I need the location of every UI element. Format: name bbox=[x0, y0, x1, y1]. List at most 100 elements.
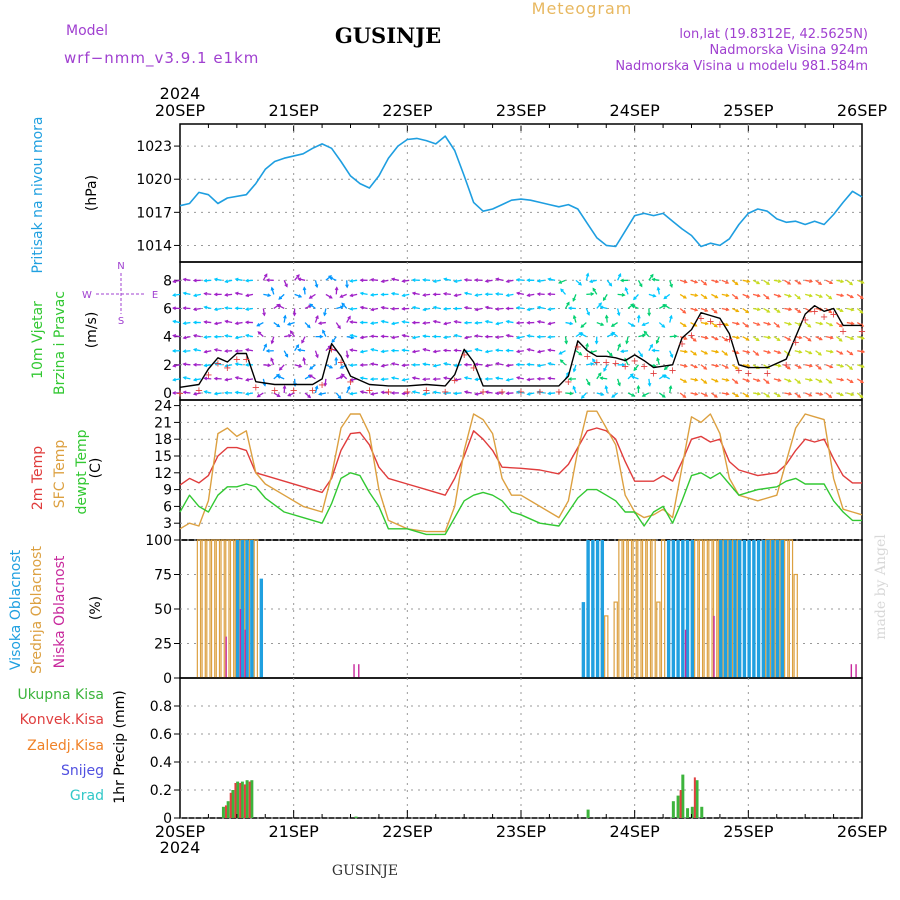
wind-arrow-head bbox=[307, 394, 312, 399]
wind-arrow-head bbox=[453, 293, 458, 298]
wind-arrow-head bbox=[725, 293, 730, 298]
cloud-mid-bar bbox=[210, 539, 216, 679]
wind-arrow bbox=[648, 344, 653, 352]
wind-arrow bbox=[284, 334, 292, 338]
wind-speed-marker: + bbox=[763, 369, 771, 380]
wind-arrow bbox=[690, 378, 698, 381]
wind-arrow-head bbox=[442, 348, 447, 353]
wind-arrow bbox=[773, 322, 780, 328]
wind-arrow-head bbox=[850, 336, 855, 341]
wind-arrow bbox=[731, 378, 739, 384]
wind-arrow bbox=[516, 278, 524, 281]
wind-arrow-head bbox=[724, 337, 729, 342]
wind-arrow bbox=[592, 288, 598, 295]
wind-arrow-head bbox=[359, 291, 364, 296]
wind-arrow bbox=[783, 364, 791, 370]
wind-arrow bbox=[325, 345, 332, 352]
wind-arrow-head bbox=[572, 297, 576, 302]
wind-arrow-head bbox=[182, 362, 187, 367]
wind-arrow bbox=[537, 350, 545, 353]
wind-arrow-head bbox=[234, 390, 239, 395]
wind-arrow-head bbox=[828, 309, 833, 314]
precip-total-label: Ukupna Kisa bbox=[17, 687, 104, 703]
wind-arrow-head bbox=[586, 382, 591, 386]
wind-arrow-head bbox=[694, 377, 699, 382]
cloud-high-bar bbox=[666, 540, 671, 678]
wind-arrow bbox=[506, 293, 514, 297]
wind-arrow bbox=[381, 350, 389, 353]
wind-arrow bbox=[825, 293, 832, 300]
precip-unit: 1hr Precip (mm) bbox=[112, 690, 128, 803]
wind-arrow-head bbox=[767, 322, 772, 326]
wind-arrow-head bbox=[323, 312, 327, 317]
wind-arrow bbox=[464, 335, 472, 339]
wind-arrow-head bbox=[787, 294, 792, 298]
wind-arrow bbox=[283, 350, 289, 358]
wind-arrow-head bbox=[172, 319, 177, 324]
wind-arrow-head bbox=[411, 320, 416, 325]
cloud-high-bar bbox=[771, 540, 775, 678]
wind-arrow-head bbox=[432, 349, 437, 354]
cloud-high-bar bbox=[766, 540, 770, 678]
wind-arrow-head bbox=[586, 311, 590, 316]
wind-arrow bbox=[669, 350, 674, 358]
wind-speed-marker: + bbox=[820, 312, 828, 323]
wind-arrow-head bbox=[369, 292, 374, 297]
wind-arrow-head bbox=[536, 319, 541, 324]
wind-arrow bbox=[454, 334, 462, 338]
wind-arrow-head bbox=[850, 392, 855, 397]
wind-arrow bbox=[600, 306, 608, 310]
wind-arrow bbox=[454, 320, 462, 324]
wind-arrow bbox=[794, 392, 801, 398]
wind-arrow-head bbox=[484, 292, 489, 297]
wind-arrow-head bbox=[745, 324, 749, 328]
wind-arrow-head bbox=[819, 294, 824, 298]
compass-south-label: S bbox=[118, 316, 124, 327]
wind-arrow bbox=[794, 279, 802, 285]
wind-arrow-head bbox=[734, 295, 739, 300]
wind-arrow-head bbox=[807, 324, 812, 328]
wind-arrow-head bbox=[442, 292, 447, 296]
wind-arrow bbox=[710, 322, 718, 328]
top-time-axis: 20SEP 21SEP 22SEP 23SEP 24SEP 25SEP 26SEP bbox=[155, 101, 887, 132]
wind-arrow-head bbox=[777, 378, 782, 382]
wind-arrow bbox=[433, 279, 441, 283]
wind-arrow-head bbox=[694, 279, 699, 284]
wind-speed-marker: + bbox=[735, 366, 743, 377]
wind-arrow-head bbox=[244, 307, 249, 311]
wind-arrow-head bbox=[349, 363, 354, 368]
wind-arrow bbox=[631, 376, 639, 380]
wind-arrow bbox=[516, 350, 524, 353]
wind-arrow-head bbox=[526, 362, 531, 367]
wind-arrow-head bbox=[484, 334, 489, 339]
wind-arrow bbox=[485, 306, 493, 310]
wind-arrow-head bbox=[735, 393, 740, 398]
wind-arrow bbox=[287, 321, 295, 326]
wind-arrow bbox=[235, 363, 243, 366]
wind-arrow-head bbox=[515, 335, 521, 340]
wind-arrow-head bbox=[745, 309, 750, 314]
wind-arrow bbox=[485, 350, 493, 353]
wind-arrow bbox=[256, 321, 264, 327]
wind-arrow bbox=[742, 336, 750, 341]
wind-arrow-head bbox=[453, 333, 458, 338]
wind-arrow bbox=[846, 336, 854, 340]
wind-arrow-head bbox=[631, 304, 636, 309]
wind-arrow bbox=[679, 364, 688, 368]
wind-arrow bbox=[204, 306, 212, 310]
wind-arrow bbox=[370, 392, 379, 395]
wind-arrow-head bbox=[788, 307, 793, 312]
wind-speed-line bbox=[179, 305, 862, 388]
wind-arrow bbox=[370, 278, 379, 281]
wind-arrow-head bbox=[682, 309, 687, 314]
wind-arrow bbox=[784, 321, 792, 326]
wind-arrow-head bbox=[572, 314, 577, 319]
wind-arrow-head bbox=[171, 391, 176, 395]
wind-arrow bbox=[804, 307, 812, 313]
wind-arrow bbox=[606, 350, 613, 357]
wind-arrow-head bbox=[766, 309, 771, 313]
cloud-high-bar bbox=[245, 540, 249, 678]
wind-arrow bbox=[586, 363, 594, 366]
wind-arrow-head bbox=[610, 323, 615, 327]
wind-arrow-head bbox=[463, 362, 468, 367]
